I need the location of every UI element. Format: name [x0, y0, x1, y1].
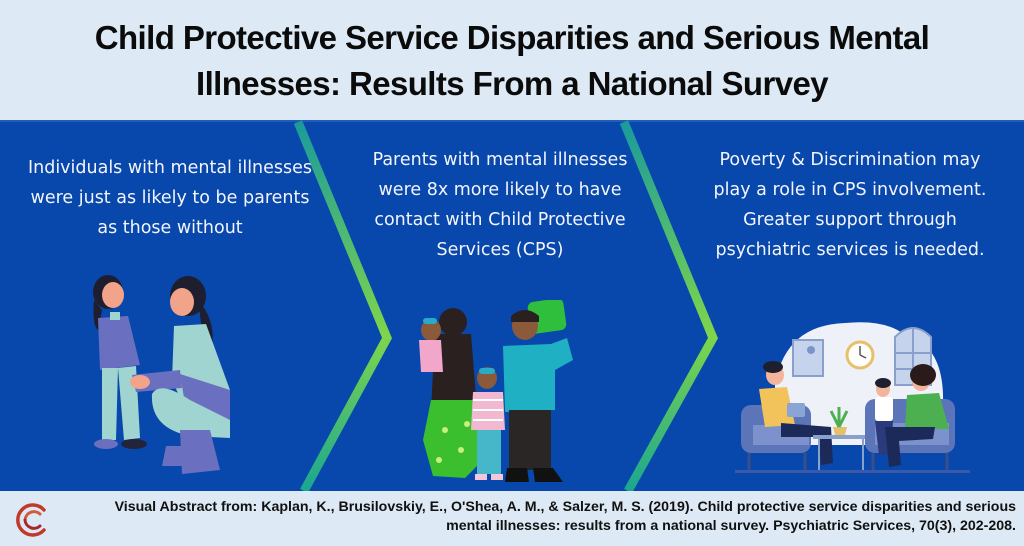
therapy-session-illustration	[735, 322, 970, 473]
panel-top-border	[0, 120, 1024, 122]
page-title: Child Protective Service Disparities and…	[94, 19, 930, 102]
footer: Visual Abstract from: Kaplan, K., Brusil…	[0, 491, 1024, 546]
finding-2-text: Parents with mental illnesses were 8x mo…	[372, 150, 628, 260]
finding-1-text: Individuals with mental illnesses were j…	[27, 158, 313, 238]
c-logo-icon	[16, 503, 46, 537]
header: Child Protective Service Disparities and…	[0, 0, 1024, 120]
family-illustration	[419, 300, 573, 482]
findings-panel: Individuals with mental illnesses were j…	[0, 120, 1024, 491]
parent-and-child-illustration	[93, 275, 230, 474]
finding-3-text: Poverty & Discrimination may play a role…	[713, 150, 987, 260]
citation-text: Visual Abstract from: Kaplan, K., Brusil…	[114, 499, 1016, 534]
